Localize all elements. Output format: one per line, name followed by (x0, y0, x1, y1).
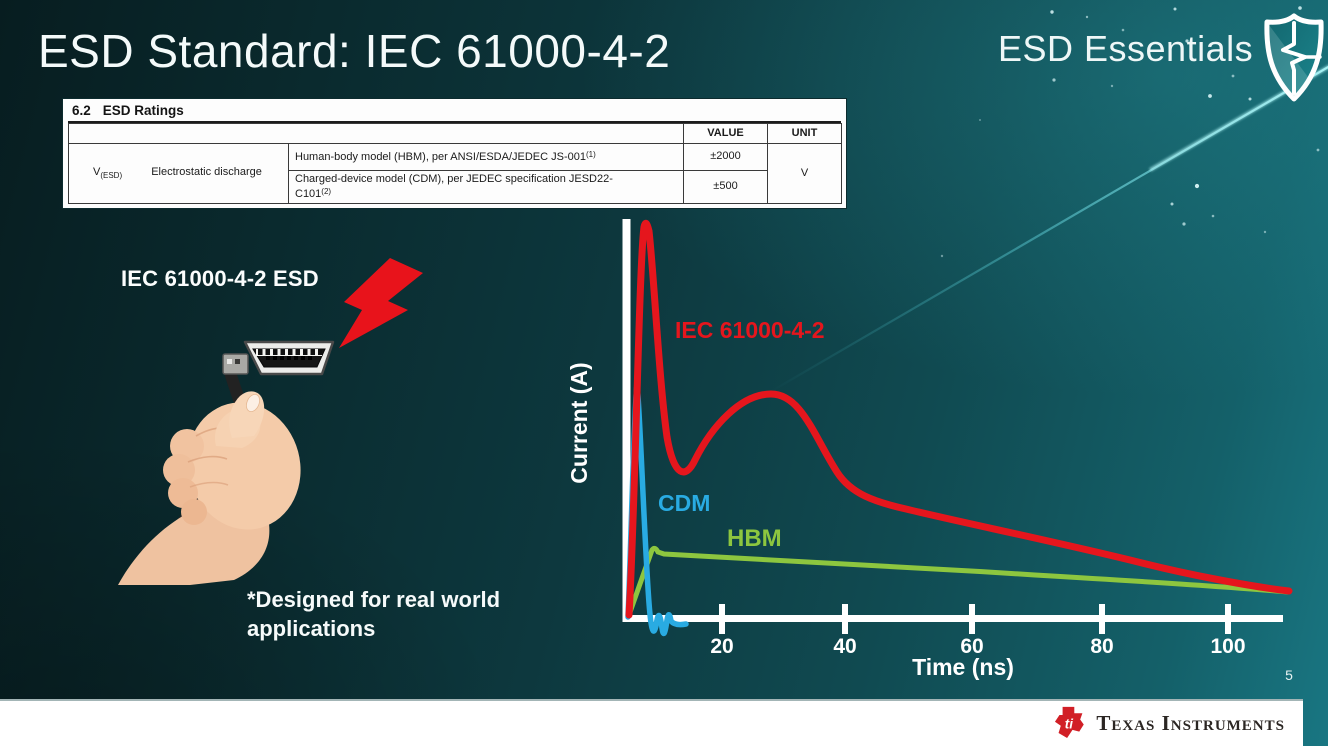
x-tick-labels: 20 40 60 80 100 (710, 635, 1245, 658)
symbol-vesd: V(ESD) (93, 166, 123, 181)
header-unit: UNIT (767, 123, 842, 144)
svg-text:100: 100 (1210, 635, 1245, 658)
svg-text:60: 60 (960, 635, 983, 658)
unit-cell: V (767, 143, 842, 204)
table-row: Charged-device model (CDM), per JEDEC sp… (69, 170, 842, 204)
table-section-heading: 6.2 ESD Ratings (68, 102, 841, 123)
table-row: V(ESD) Electrostatic discharge Human-bod… (68, 143, 842, 204)
footnote: *Designed for real world applications (247, 587, 501, 641)
header-value: VALUE (683, 123, 768, 144)
texas-instruments-wordmark: Texas Instruments (1096, 711, 1285, 735)
hdmi-plug (222, 340, 335, 376)
x-axis-ticks (719, 604, 1231, 634)
hbm-value-cell: ±2000 (683, 143, 768, 171)
texas-instruments-logo-icon: ti (1055, 706, 1085, 738)
cdm-description-cell: Charged-device model (CDM), per JEDEC sp… (288, 170, 684, 204)
curve-iec61000-4-2 (625, 219, 1293, 619)
esd-shield-icon (1264, 13, 1324, 102)
label-iec61000-4-2: IEC 61000-4-2 (675, 317, 825, 343)
svg-text:40: 40 (833, 635, 856, 658)
esd-ratings-table-card: 6.2 ESD Ratings VALUE UNIT V(ESD) Electr… (63, 99, 846, 208)
lightning-bolt-icon (339, 258, 423, 348)
hand (118, 391, 301, 585)
program-badge-label: ESD Essentials (998, 28, 1254, 69)
esd-ratings-table: VALUE UNIT V(ESD) Electrostatic discharg… (68, 123, 842, 204)
hand-holding-hdmi-illustration (118, 258, 423, 585)
fingernail (246, 394, 260, 412)
section-number: 6.2 (72, 103, 91, 118)
shield-highlight (1269, 25, 1311, 98)
page-number: 5 (1285, 667, 1293, 683)
x-axis-title: Time (ns) (912, 654, 1014, 680)
section-title: ESD Ratings (102, 103, 184, 118)
hbm-description-cell: Human-body model (HBM), per ANSI/ESDA/JE… (288, 143, 684, 171)
svg-text:80: 80 (1090, 635, 1113, 658)
y-axis-title: Current (A) (566, 362, 592, 483)
table-header-row: VALUE UNIT (68, 123, 842, 144)
particle-dots (940, 6, 1320, 258)
parameter-cell: V(ESD) Electrostatic discharge (68, 143, 289, 204)
header-empty-cell (68, 123, 684, 144)
svg-text:20: 20 (710, 635, 733, 658)
label-hbm: HBM (727, 525, 782, 552)
curve-hbm (626, 545, 1291, 618)
footer-bar: ti Texas Instruments (0, 699, 1303, 746)
svg-text:ti: ti (1065, 716, 1073, 731)
label-cdm: CDM (658, 490, 710, 516)
illustration-caption: IEC 61000-4-2 ESD (121, 266, 319, 291)
parameter-label: Electrostatic discharge (151, 166, 262, 179)
esd-waveform-chart: IEC 61000-4-2 CDM HBM 20 40 60 80 100 Ti… (566, 219, 1293, 680)
cdm-value-cell: ±500 (683, 170, 768, 204)
slide-title: ESD Standard: IEC 61000-4-2 (38, 25, 671, 77)
